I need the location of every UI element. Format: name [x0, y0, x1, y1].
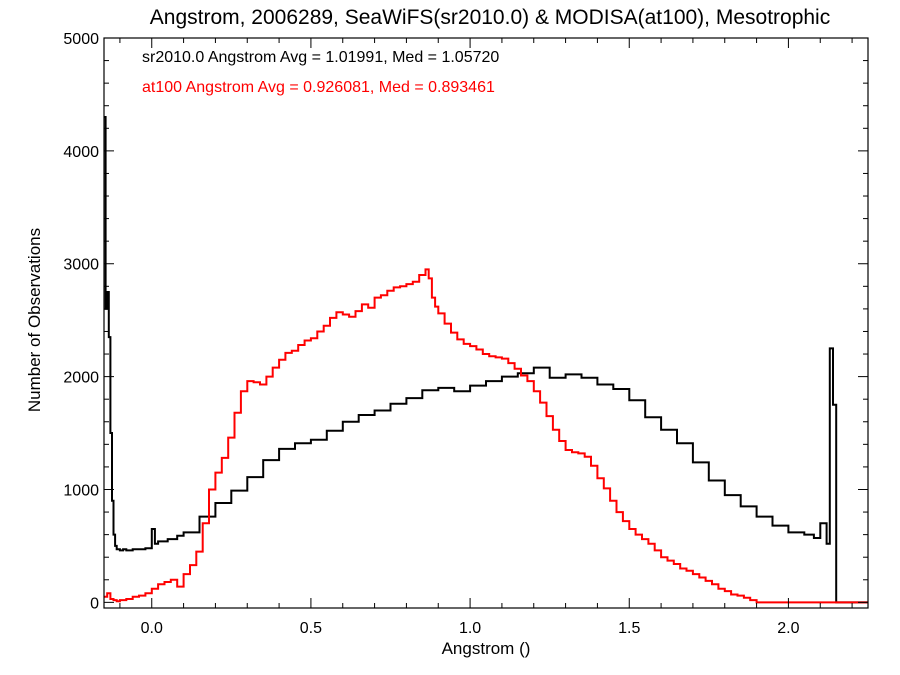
x-axis: 0.0 0.5 1.0 1.5 2.0 — [119, 38, 853, 637]
y-tick-label: 3000 — [63, 257, 99, 274]
y-tick-label: 2000 — [63, 370, 99, 387]
y-axis: 0 1000 2000 3000 4000 5000 — [63, 31, 868, 612]
plot-area: 0.0 0.5 1.0 1.5 2.0 0 1000 2000 3000 4000 5000 — [63, 31, 869, 637]
y-tick-label: 0 — [90, 595, 99, 612]
series-line-1 — [104, 268, 868, 604]
x-axis-label: Angstrom () — [442, 639, 531, 658]
annotation-sr2010: sr2010.0 Angstrom Avg = 1.01991, Med = 1… — [142, 49, 499, 66]
y-tick-label: 4000 — [63, 144, 99, 161]
x-tick-label: 0.0 — [141, 620, 163, 637]
y-axis-label: Number of Observations — [25, 228, 44, 412]
x-tick-label: 1.0 — [459, 620, 481, 637]
series-line-0 — [104, 116, 868, 604]
series-layer — [104, 116, 868, 604]
annotation-at100: at100 Angstrom Avg = 0.926081, Med = 0.8… — [142, 79, 495, 96]
chart-title: Angstrom, 2006289, SeaWiFS(sr2010.0) & M… — [150, 6, 830, 29]
x-tick-label: 2.0 — [777, 620, 799, 637]
plot-frame — [103, 37, 869, 609]
y-tick-label: 5000 — [63, 31, 99, 48]
y-tick-label: 1000 — [63, 482, 99, 499]
x-tick-label: 1.5 — [618, 620, 640, 637]
x-tick-label: 0.5 — [300, 620, 322, 637]
